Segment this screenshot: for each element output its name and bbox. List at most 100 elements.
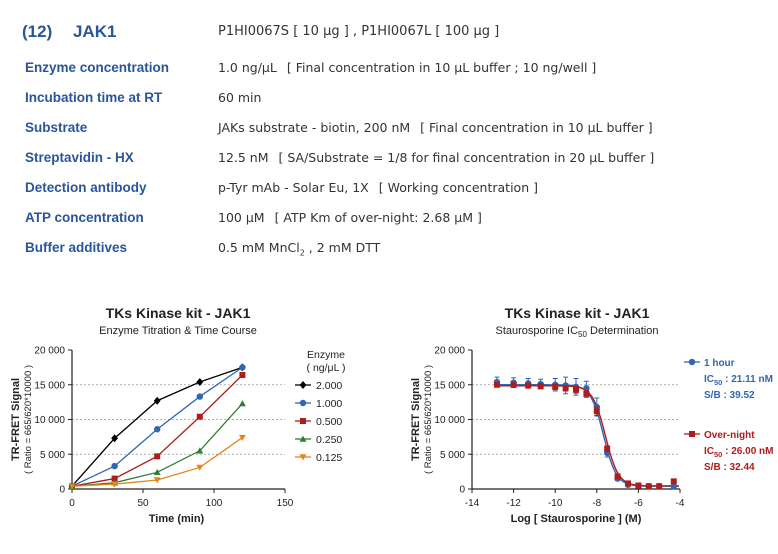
chart1-legend-marker bbox=[299, 435, 307, 442]
condition-row-enzyme: Enzyme concentration 1.0 ng/μL [ Final co… bbox=[0, 60, 778, 82]
chart2-data-point bbox=[614, 473, 621, 480]
chart2-title: TKs Kinase kit - JAK1 bbox=[505, 305, 650, 321]
chart2-data-point bbox=[562, 385, 569, 392]
chart2-legend-ic50: IC50 : 26.00 nM bbox=[704, 446, 773, 459]
chart2-legend-label: 1 hour bbox=[704, 358, 735, 369]
chart1-ytick-label: 20 000 bbox=[34, 346, 65, 357]
condition-label: Buffer additives bbox=[25, 240, 128, 255]
chart2-legend-sb: S/B : 39.52 bbox=[704, 390, 755, 401]
chart1-data-point bbox=[154, 426, 161, 433]
chart1-data-point bbox=[153, 477, 161, 484]
chart1-data-point bbox=[239, 434, 246, 441]
chart2-xtick-label: -6 bbox=[634, 498, 643, 509]
chart1-legend-marker bbox=[300, 418, 306, 424]
value-text: JAKs substrate - biotin, 200 nM bbox=[218, 120, 411, 135]
chart2-data-point bbox=[670, 483, 677, 490]
value-text: p-Tyr mAb - Solar Eu, 1X bbox=[218, 180, 369, 195]
chart1-data-point bbox=[239, 364, 246, 371]
value-subscript: 2 bbox=[299, 248, 305, 258]
chart2-data-point bbox=[525, 382, 532, 389]
chart2-subtitle: Staurosporine IC50 Determination bbox=[496, 325, 659, 339]
chart1-data-point bbox=[153, 468, 161, 476]
chart2-data-point bbox=[670, 478, 677, 485]
catalog-numbers: P1HI0067S [ 10 μg ] , P1HI0067L [ 100 μg… bbox=[218, 24, 500, 39]
chart2-xtick-label: -8 bbox=[592, 498, 601, 509]
condition-value: 1.0 ng/μL [ Final concentration in 10 μL … bbox=[218, 60, 596, 75]
condition-label: Streptavidin - HX bbox=[25, 150, 134, 165]
chart1-data-point bbox=[68, 483, 76, 490]
chart1-data-point bbox=[196, 377, 204, 386]
chart1-ytick-label: 15 000 bbox=[34, 380, 65, 391]
chart1-legend-marker bbox=[299, 399, 307, 407]
chart1-xlabel: Time (min) bbox=[149, 513, 205, 525]
chart1-ylabel-sub: ( Ratio = 665/620*10000 ) bbox=[23, 365, 34, 474]
value-text: 100 μM bbox=[218, 210, 265, 225]
chart2-data-point bbox=[573, 386, 579, 393]
condition-row-antibody: Detection antibody p-Tyr mAb - Solar Eu,… bbox=[0, 180, 778, 202]
value-note: [ Final concentration in 10 μL buffer ] bbox=[420, 120, 653, 135]
chart2-xlabel: Log [ Staurosporine ] (M) bbox=[511, 513, 642, 525]
chart2-legend-sb: S/B : 32.44 bbox=[704, 462, 755, 473]
condition-row-streptavidin: Streptavidin - HX 12.5 nM [ SA/Substrate … bbox=[0, 150, 778, 172]
section-header: (12) JAK1 bbox=[22, 22, 116, 42]
condition-label: Enzyme concentration bbox=[25, 60, 170, 75]
chart1-legend-title: Enzyme bbox=[307, 349, 345, 361]
chart2-data-point bbox=[537, 383, 544, 390]
value-note: [ SA/Substrate = 1/8 for final concentra… bbox=[278, 150, 655, 165]
chart2-data-point bbox=[645, 483, 652, 490]
chart2-xtick-label: -14 bbox=[465, 498, 480, 509]
chart1-data-point bbox=[239, 372, 246, 379]
condition-value: 0.5 mM MnCl2 , 2 mM DTT bbox=[218, 240, 380, 258]
condition-label: Detection antibody bbox=[25, 180, 147, 195]
chart1-xtick-label: 50 bbox=[137, 498, 149, 509]
chart1-data-point bbox=[196, 447, 204, 454]
chart2-ytick-label: 5 000 bbox=[440, 450, 465, 461]
condition-row-incubation: Incubation time at RT 60 min bbox=[0, 90, 778, 112]
chart1-ylabel: TR-FRET Signal bbox=[10, 378, 22, 461]
chart1-data-point bbox=[111, 434, 118, 443]
condition-value: 12.5 nM [ SA/Substrate = 1/8 for final co… bbox=[218, 150, 654, 165]
chart1-legend-label: 0.500 bbox=[316, 416, 342, 428]
chart1-data-point bbox=[111, 462, 118, 470]
chart1-ytick-label: 10 000 bbox=[34, 415, 65, 426]
value-note: [ Final concentration in 10 μL buffer ; … bbox=[286, 60, 597, 75]
chart2-ytick-label: 15 000 bbox=[434, 380, 465, 391]
chart1-data-point bbox=[153, 396, 161, 405]
condition-value: p-Tyr mAb - Solar Eu, 1X [ Working concen… bbox=[218, 180, 538, 195]
section-number: (12) bbox=[22, 22, 53, 41]
value-note: [ Working concentration ] bbox=[378, 180, 538, 195]
chart1-data-point bbox=[239, 400, 246, 407]
chart1-legend-marker bbox=[299, 454, 307, 461]
chart1-data-point bbox=[196, 413, 203, 420]
chart2-data-point bbox=[583, 390, 590, 397]
chart2-ylabel-sub: ( Ratio = 665/620*10000 ) bbox=[423, 365, 434, 474]
chart1-data-point bbox=[154, 453, 161, 460]
condition-value: 100 μM [ ATP Km of over-night: 2.68 μM ] bbox=[218, 210, 482, 225]
chart1-xtick-label: 0 bbox=[69, 498, 75, 509]
condition-row-additives: Buffer additives 0.5 mM MnCl2 , 2 mM DTT bbox=[0, 240, 778, 262]
chart1-title: TKs Kinase kit - JAK1 bbox=[106, 305, 251, 321]
chart1-data-point bbox=[111, 475, 118, 482]
chart2-legend-marker bbox=[689, 431, 695, 437]
condition-row-substrate: Substrate JAKs substrate - biotin, 200 n… bbox=[0, 120, 778, 142]
chart1-ytick-label: 5 000 bbox=[40, 450, 65, 461]
value-text-tail: , 2 mM DTT bbox=[304, 240, 381, 255]
chart2-xtick-label: -12 bbox=[506, 498, 521, 509]
chart1-legend-marker bbox=[299, 381, 307, 389]
chart1-legend-label: 2.000 bbox=[316, 380, 342, 392]
chart2-legend-marker bbox=[688, 358, 696, 366]
chart1-xtick-label: 150 bbox=[277, 498, 294, 509]
condition-label: Substrate bbox=[25, 120, 88, 135]
chart1-data-point bbox=[196, 393, 203, 400]
chart2-data-point bbox=[635, 482, 642, 489]
chart1-data-point bbox=[196, 464, 204, 471]
chart2-data-point bbox=[510, 381, 517, 388]
value-text: 60 min bbox=[218, 90, 262, 105]
chart2-data-point bbox=[625, 480, 631, 487]
condition-value: 60 min bbox=[218, 90, 261, 105]
kinase-name: JAK1 bbox=[72, 22, 117, 41]
value-text: 12.5 nM bbox=[218, 150, 269, 165]
chart1-legend-label: 0.125 bbox=[316, 452, 342, 464]
chart2-data-point bbox=[552, 383, 559, 390]
